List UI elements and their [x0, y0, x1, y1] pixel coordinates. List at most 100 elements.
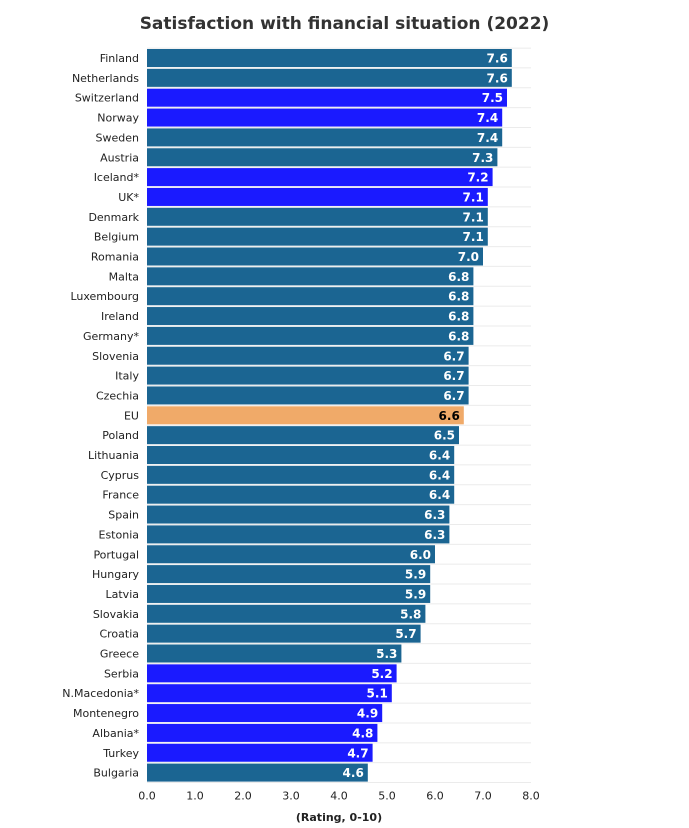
- bar: [147, 88, 507, 107]
- category-label: Montenegro: [73, 707, 139, 720]
- value-label: 7.3: [472, 151, 493, 165]
- category-label: Czechia: [96, 389, 139, 402]
- category-label: Iceland*: [94, 171, 140, 184]
- bar: [147, 108, 503, 127]
- category-labels: Finland Netherlands Switzerland Norway Swede…: [62, 52, 139, 780]
- value-label: 6.6: [439, 409, 460, 423]
- category-label: Slovenia: [92, 350, 139, 363]
- category-label: Belgium: [94, 231, 139, 244]
- value-label: 6.0: [410, 548, 431, 562]
- bar: [147, 307, 474, 326]
- category-label: Austria: [100, 151, 139, 164]
- bar: [147, 187, 488, 206]
- bar: [147, 287, 474, 306]
- value-label: 6.7: [443, 389, 464, 403]
- bar-layer: 7.6 7.6 7.5 7.4 7.4 7.3 7.2 7.1 7.1 7.1 7.0 6.8 6.8 6…: [147, 49, 512, 782]
- bar: [147, 366, 469, 385]
- bar: [147, 604, 426, 623]
- value-label: 7.1: [463, 230, 484, 244]
- category-label: Germany*: [83, 330, 140, 343]
- category-label: Turkey: [102, 747, 139, 760]
- bar: [147, 644, 402, 663]
- x-axis-ticks: 0.0 1.0 2.0 3.0 4.0 5.0 6.0 7.0 8.0: [138, 790, 540, 803]
- category-label: UK*: [118, 191, 139, 204]
- value-label: 6.3: [424, 508, 445, 522]
- value-label: 7.6: [487, 71, 508, 85]
- bar: [147, 704, 383, 723]
- category-label: Switzerland: [75, 92, 139, 105]
- value-label: 7.4: [477, 131, 498, 145]
- bar: [147, 624, 421, 643]
- category-label: Latvia: [106, 588, 140, 601]
- value-label: 6.7: [443, 349, 464, 363]
- category-label: Romania: [91, 251, 139, 264]
- category-label: Finland: [100, 52, 139, 65]
- bar: [147, 763, 368, 782]
- value-label: 4.8: [352, 726, 373, 740]
- bar: [147, 525, 450, 544]
- value-label: 6.3: [424, 528, 445, 542]
- value-label: 6.8: [448, 310, 469, 324]
- bar: [147, 446, 455, 464]
- bar: [147, 168, 493, 187]
- value-label: 7.5: [482, 91, 503, 105]
- value-label: 7.1: [463, 190, 484, 204]
- value-label: 4.6: [343, 766, 364, 780]
- x-tick-label: 7.0: [474, 790, 492, 803]
- x-tick-label: 1.0: [186, 790, 204, 803]
- bar: [147, 545, 435, 564]
- category-label: Serbia: [104, 667, 139, 680]
- category-label: Poland: [102, 429, 139, 442]
- category-label: Luxembourg: [70, 290, 139, 303]
- value-label: 7.1: [463, 210, 484, 224]
- bar: [147, 267, 474, 286]
- category-label: Greece: [100, 648, 139, 661]
- value-label: 7.6: [487, 52, 508, 66]
- bar: [147, 326, 474, 345]
- bar: [147, 227, 488, 246]
- value-label: 6.4: [429, 488, 450, 502]
- bar: [147, 584, 431, 603]
- value-label: 7.2: [467, 171, 488, 185]
- bar: [147, 247, 483, 266]
- category-label: EU: [124, 409, 139, 422]
- x-tick-label: 0.0: [138, 790, 156, 803]
- bar: [147, 49, 512, 67]
- category-label: Croatia: [99, 628, 139, 641]
- x-axis-title: (Rating, 0-10): [296, 811, 382, 824]
- category-label: Norway: [97, 112, 139, 125]
- x-tick-label: 4.0: [330, 790, 348, 803]
- bar: [147, 485, 455, 504]
- value-label: 5.2: [371, 667, 392, 681]
- bar: [147, 723, 378, 742]
- value-label: 5.1: [367, 687, 388, 701]
- x-tick-label: 6.0: [426, 790, 444, 803]
- category-label: Malta: [109, 270, 139, 283]
- value-label: 5.9: [405, 587, 426, 601]
- x-tick-label: 5.0: [378, 790, 396, 803]
- bar: [147, 406, 464, 425]
- category-label: Italy: [115, 370, 139, 383]
- category-label: Portugal: [93, 548, 139, 561]
- value-label: 5.3: [376, 647, 397, 661]
- value-label: 6.4: [429, 468, 450, 482]
- value-label: 5.7: [395, 627, 416, 641]
- category-label: France: [102, 489, 139, 502]
- category-label: Estonia: [99, 528, 140, 541]
- value-label: 6.8: [448, 290, 469, 304]
- category-label: N.Macedonia*: [62, 687, 139, 700]
- bar: [147, 386, 469, 405]
- bar: [147, 465, 455, 484]
- bar: [147, 565, 431, 584]
- value-label: 7.0: [458, 250, 479, 264]
- bar: [147, 128, 503, 147]
- category-label: Albania*: [92, 727, 139, 740]
- value-label: 5.9: [405, 568, 426, 582]
- value-label: 7.4: [477, 111, 498, 125]
- value-label: 6.8: [448, 270, 469, 284]
- category-label: Hungary: [92, 568, 139, 581]
- category-label: Spain: [108, 509, 139, 522]
- bar: [147, 346, 469, 365]
- bar: [147, 148, 498, 167]
